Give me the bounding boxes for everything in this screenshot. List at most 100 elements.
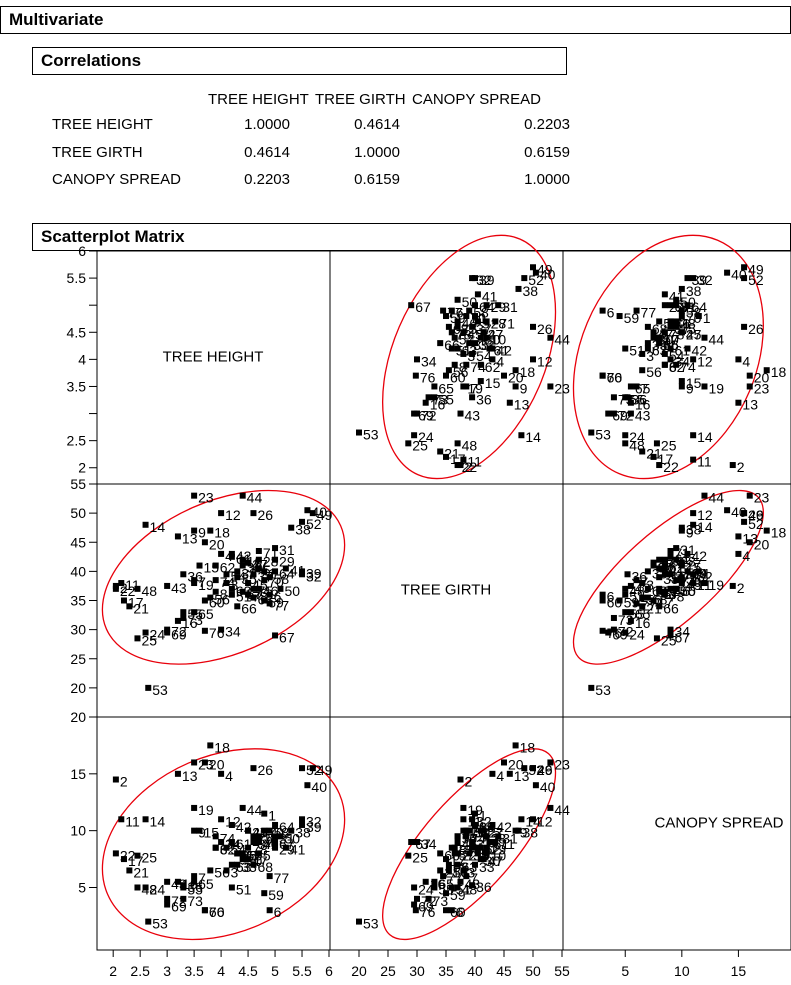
data-point [239,492,246,499]
x-tick-label: 5 [271,963,279,979]
point-label: 72 [421,408,437,424]
y-tick-label: 40 [70,563,86,579]
data-point [644,323,651,330]
data-point [741,264,748,271]
point-label: 33 [479,859,495,875]
point-label: 2 [120,580,128,596]
data-point [616,597,623,604]
data-point [474,850,481,857]
x-tick-label: 35 [438,963,454,979]
data-point [588,684,595,691]
point-label: 31 [502,299,518,315]
data-point [414,839,420,846]
point-label: 13 [182,530,198,546]
point-label: 72 [171,624,187,640]
point-label: 69 [418,408,434,424]
data-point [180,609,187,616]
data-point [356,429,362,436]
y-tick-label: 25 [70,651,86,667]
point-label: 12 [697,353,713,369]
point-label: 75 [462,321,478,337]
point-label: 71 [263,836,279,852]
data-point [622,591,629,598]
data-point [255,839,262,846]
point-label: 6 [607,305,615,321]
data-point [454,861,461,868]
data-point [288,827,295,834]
data-point [145,684,152,691]
data-point [673,556,680,563]
point-label: 53 [595,427,611,443]
data-point [701,334,708,341]
point-label: 32 [697,568,713,584]
data-point [515,285,522,292]
point-label: 47 [488,853,504,869]
data-point [454,440,461,447]
data-point [250,833,257,840]
point-label: 69 [171,899,187,915]
point-label: 26 [257,507,273,523]
point-label: 74 [680,359,696,375]
data-point [266,873,273,880]
data-point [191,759,198,766]
point-label: 25 [661,437,677,453]
data-point [299,571,306,578]
data-point [512,383,519,390]
data-point [440,873,447,880]
point-label: 49 [748,261,764,277]
data-point [599,591,606,598]
data-point [639,367,646,374]
point-label: 38 [686,522,702,538]
point-label: 78 [456,326,472,342]
point-label: 77 [274,870,290,886]
data-point [469,816,476,823]
data-point [506,770,513,777]
point-label: 9 [520,380,528,396]
point-label: 17 [658,451,674,467]
data-point [414,356,420,363]
point-label: 53 [595,682,611,698]
data-point [735,399,742,406]
data-point [218,550,225,557]
data-point [272,632,279,639]
data-point [228,585,235,592]
point-label: 13 [742,397,758,413]
point-label: 36 [632,391,648,407]
density-ellipse [572,234,764,480]
data-point [673,296,680,303]
data-point [425,895,432,902]
data-point [408,302,415,309]
y-tick-label: 4 [78,351,86,367]
data-point [250,861,257,868]
x-tick-label: 25 [380,963,396,979]
data-point [463,361,470,368]
point-label: 17 [450,451,466,467]
data-point [673,323,680,330]
data-point [678,524,685,531]
data-point [483,850,490,857]
point-label: 44 [554,802,570,818]
data-point [547,334,554,341]
data-point [605,629,612,636]
point-label: 25 [141,632,157,648]
point-label: 34 [421,353,437,369]
point-label: 24 [418,429,434,445]
x-tick-label: 5 [621,963,629,979]
multivariate-header[interactable]: Multivariate [0,6,791,34]
point-label: 49 [537,261,553,277]
data-point [469,882,476,889]
data-point [299,518,306,525]
data-point [474,291,481,298]
point-label: 6 [274,589,282,605]
point-label: 70 [470,825,486,841]
data-point [250,571,257,578]
data-point [255,585,262,592]
data-point [701,383,708,390]
data-point [443,453,449,460]
point-label: 1 [268,565,276,581]
point-label: 33 [652,565,668,581]
corr-cell: 0.6159 [354,171,400,188]
point-label: 61 [675,551,691,567]
correlations-header[interactable]: Correlations [32,47,567,75]
x-tick-label: 3 [163,963,171,979]
